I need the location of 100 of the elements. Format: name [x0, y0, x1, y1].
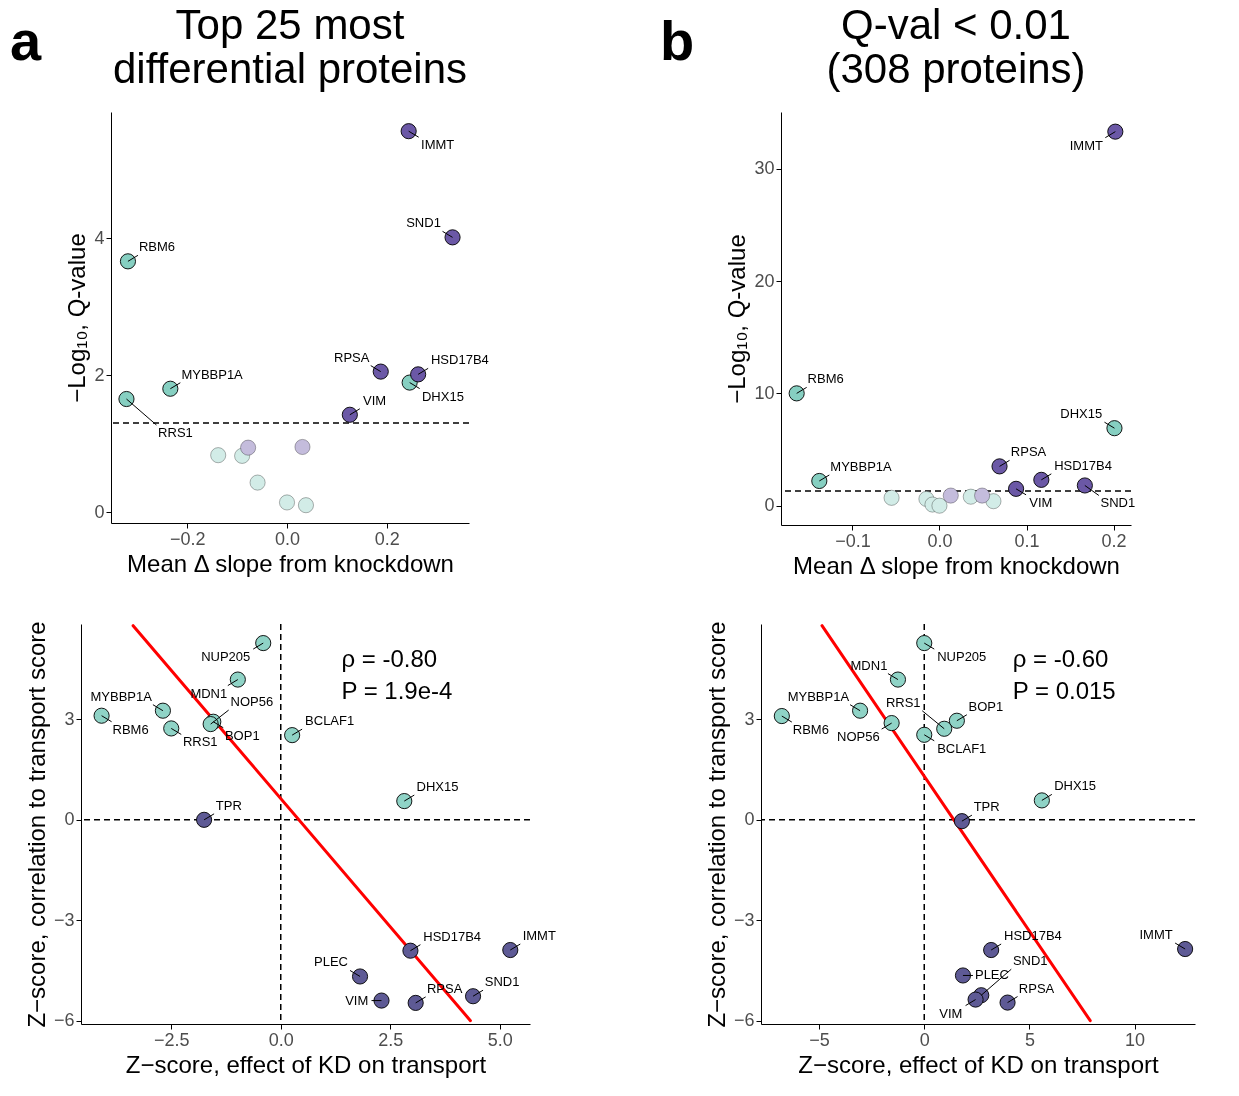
point [351, 968, 369, 985]
data-label: DHX15 [1054, 778, 1097, 794]
x-tick-label: −2.5 [153, 1029, 190, 1050]
point [1076, 477, 1093, 494]
y-tick-label: 3 [64, 708, 75, 729]
point [811, 472, 828, 490]
data-label: RRS1 [158, 425, 193, 441]
point [229, 671, 246, 688]
y-axis-title: −Log₁₀, Q-value [723, 234, 751, 404]
point [255, 635, 272, 652]
point [953, 813, 970, 830]
point [852, 702, 869, 719]
point [889, 671, 907, 688]
point [93, 707, 110, 724]
point [916, 726, 933, 743]
data-label: SND1 [1100, 495, 1136, 511]
x-tick-label: 10 [1125, 1029, 1146, 1050]
point [883, 715, 900, 732]
y-axis-title: Z−score, correlation to transport score [22, 621, 50, 1028]
data-label: IMMT [421, 137, 455, 153]
point [1033, 792, 1050, 809]
data-label: NUP205 [201, 649, 251, 665]
point [788, 385, 805, 402]
y-tick-label: 4 [94, 227, 105, 248]
y-tick-label: 0 [744, 809, 755, 830]
point [942, 487, 959, 504]
data-label: MYBBP1A [787, 688, 850, 704]
point [284, 727, 301, 744]
point [396, 793, 413, 810]
point [1033, 471, 1050, 488]
y-tick-label: 3 [744, 708, 755, 729]
y-tick-label: 0 [764, 495, 775, 516]
data-label: RPSA [1018, 980, 1055, 996]
data-label: BOP1 [224, 727, 260, 743]
point [196, 811, 213, 828]
point [1106, 420, 1123, 437]
x-tick-label: 0.2 [374, 528, 400, 549]
data-label: IMMT [1069, 137, 1103, 153]
point [1177, 940, 1194, 958]
x-axis-title: Mean Δ slope from knockdown [793, 551, 1120, 579]
y-tick-label: −3 [733, 909, 755, 930]
point [954, 967, 972, 984]
data-label: MDN1 [190, 685, 228, 701]
data-label: BOP1 [968, 698, 1004, 714]
chart-title: Top 25 most differential proteins [112, 1, 468, 92]
point [936, 720, 953, 737]
data-label: MYBBP1A [90, 688, 153, 704]
x-tick-label: 5.0 [487, 1029, 513, 1050]
x-axis-title: Z−score, effect of KD on transport [125, 1050, 487, 1078]
x-tick-label: 0.0 [927, 530, 953, 551]
y-tick-label: 0 [94, 501, 105, 522]
data-label: TPR [973, 799, 1000, 815]
y-tick-label: 20 [754, 270, 775, 291]
data-label: NOP56 [230, 694, 274, 710]
point [999, 994, 1016, 1011]
y-tick-label: 2 [94, 364, 105, 385]
chart-title: Q-val < 0.01 (308 proteins) [826, 1, 1086, 92]
data-label: BCLAF1 [937, 740, 987, 756]
x-tick-label: 2.5 [378, 1029, 404, 1050]
y-axis-title: −Log₁₀, Q-value [63, 233, 91, 403]
annotation: P = 1.9e-4 [341, 677, 453, 704]
y-axis-title: Z−score, correlation to transport score [702, 621, 730, 1028]
x-axis-title: Mean Δ slope from knockdown [127, 549, 454, 577]
point [118, 390, 135, 408]
x-tick-label: 0 [919, 1029, 930, 1050]
data-label: VIM [345, 992, 369, 1008]
data-label: NUP205 [937, 649, 987, 665]
data-label: VIM [1029, 494, 1053, 510]
point [916, 635, 933, 652]
data-label: DHX15 [421, 388, 464, 404]
point [948, 712, 965, 729]
point [278, 494, 296, 511]
point [985, 493, 1002, 510]
point [931, 497, 948, 514]
data-label: RPSA [334, 349, 370, 365]
y-tick-label: −6 [733, 1010, 755, 1031]
data-label: RPSA [1010, 444, 1047, 460]
data-label: IMMT [522, 928, 556, 944]
data-label: RRS1 [182, 734, 218, 750]
point [294, 438, 311, 456]
point [883, 489, 900, 506]
point [400, 123, 417, 140]
point [162, 380, 179, 397]
point [210, 447, 227, 464]
data-label: VIM [939, 1005, 963, 1021]
data-label: HSD17B4 [423, 928, 482, 944]
data-label: RBM6 [807, 371, 844, 387]
data-label: BCLAF1 [305, 713, 355, 729]
point [444, 229, 461, 246]
x-tick-label: 0.1 [1014, 530, 1040, 551]
point [967, 991, 984, 1008]
point [119, 253, 137, 270]
annotation: P = 0.015 [1012, 677, 1116, 704]
point [410, 366, 427, 383]
data-label: RRS1 [885, 694, 921, 710]
data-label: MDN1 [850, 657, 888, 673]
point [372, 363, 389, 380]
y-tick-label: 10 [754, 382, 775, 403]
data-label: SND1 [484, 974, 520, 990]
point [773, 707, 790, 725]
